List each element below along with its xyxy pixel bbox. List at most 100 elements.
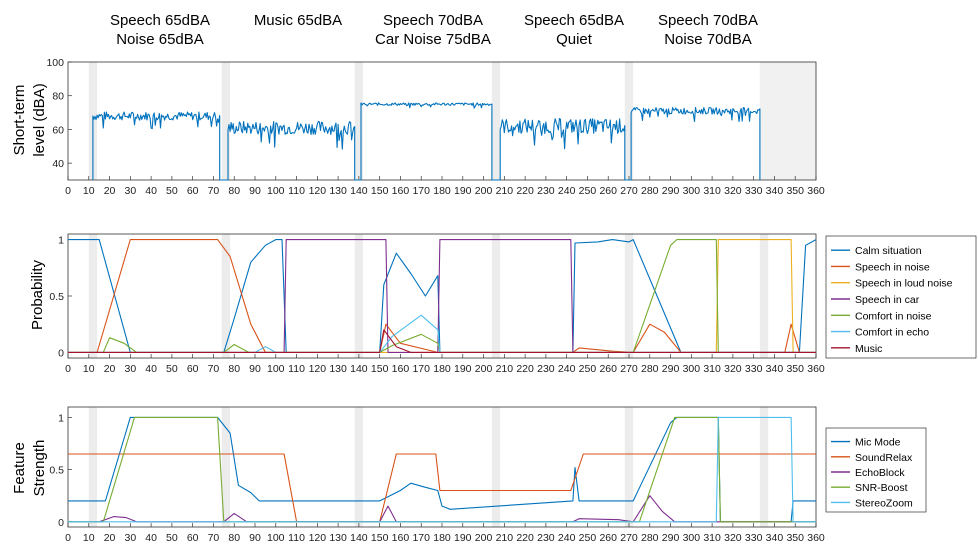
x-tick-label: 0	[65, 532, 71, 544]
x-tick-label: 90	[249, 185, 261, 197]
x-tick-label: 360	[807, 185, 825, 197]
x-tick-label: 280	[641, 185, 659, 197]
x-tick-label: 80	[228, 532, 240, 544]
legend-feature: Mic Mode SoundRelax EchoBlock SNR-Boost Ster…	[825, 427, 927, 513]
x-tick-label: 40	[145, 363, 157, 375]
x-tick-label: 10	[83, 532, 95, 544]
x-tick-label: 220	[516, 363, 534, 375]
x-tick-label: 10	[83, 363, 95, 375]
x-tick-label: 230	[537, 363, 555, 375]
x-tick-label: 290	[662, 185, 680, 197]
panel-1-ylabel-line2: level (dBA)	[31, 83, 48, 156]
x-tick-label: 220	[516, 532, 534, 544]
x-tick-label: 290	[662, 363, 680, 375]
x-tick-label: 70	[208, 185, 220, 197]
x-tick-label: 100	[267, 363, 285, 375]
x-tick-label: 130	[329, 363, 347, 375]
x-tick-label: 320	[724, 185, 742, 197]
x-tick-label: 150	[371, 363, 389, 375]
panels: 0 10 20 30 40 50 60 70 80 90 100 110 120 130 140 150 160…	[46, 57, 977, 544]
segment-2-title-line1: Music 65dBA	[254, 12, 342, 29]
x-tick-label: 250	[579, 363, 597, 375]
plot-frame	[67, 406, 817, 528]
x-tick-label: 40	[145, 185, 157, 197]
x-tick-label: 140	[350, 532, 368, 544]
x-tick-label: 230	[537, 532, 555, 544]
x-tick-label: 180	[433, 363, 451, 375]
x-tick-label: 180	[433, 185, 451, 197]
x-tick-label: 60	[187, 185, 199, 197]
x-tick-label: 140	[350, 363, 368, 375]
series-soundrelax	[68, 453, 816, 523]
transition-band	[354, 407, 364, 527]
transition-band	[624, 62, 634, 180]
x-tick-label: 90	[249, 363, 261, 375]
transition-band	[221, 234, 231, 358]
x-tick-label: 160	[392, 185, 410, 197]
x-tick-label: 350	[786, 363, 804, 375]
plot-frame	[67, 233, 817, 359]
legend-label: Comfort in noise	[855, 310, 932, 322]
transition-band	[624, 407, 634, 527]
segment-titles: Speech 65dBA Noise 65dBA Music 65dBA Spe…	[110, 12, 758, 48]
x-tick-label: 280	[641, 363, 659, 375]
segment-3-title-line2: Car Noise 75dBA	[375, 31, 491, 48]
x-tick-label: 160	[392, 532, 410, 544]
series-speech-in-car	[68, 239, 816, 353]
x-tick-label: 0	[65, 185, 71, 197]
panel-2: 0 10 20 30 40 50 60 70 80 90 100 110 120 130 140 150 160…	[49, 233, 977, 375]
x-tick-label: 70	[208, 532, 220, 544]
x-tick-label: 240	[558, 363, 576, 375]
x-tick-label: 60	[187, 532, 199, 544]
legend-label: SoundRelax	[855, 452, 913, 464]
series-echoblock	[68, 495, 816, 523]
x-tick-label: 150	[371, 532, 389, 544]
y-tick-label: 80	[52, 91, 64, 103]
x-tick-label: 50	[166, 185, 178, 197]
segment-5-title-line1: Speech 70dBA	[658, 12, 758, 29]
series-music	[68, 329, 816, 353]
series-stereozoom	[68, 416, 816, 523]
transition-band	[221, 407, 231, 527]
x-tick-label: 250	[579, 532, 597, 544]
y-tick-label: 60	[52, 124, 64, 136]
legend-probability: Calm situation Speech in noise Speech in l…	[825, 235, 977, 359]
transition-band	[354, 62, 364, 180]
x-tick-label: 120	[309, 532, 327, 544]
x-tick-label: 360	[807, 532, 825, 544]
x-tick-label: 330	[745, 532, 763, 544]
legend-label: Calm situation	[855, 245, 922, 257]
segment-1-title-line2: Noise 65dBA	[116, 31, 204, 48]
transition-band	[221, 62, 231, 180]
x-tick-label: 210	[496, 532, 514, 544]
legend-label: Speech in loud noise	[855, 278, 953, 290]
x-tick-label: 360	[807, 363, 825, 375]
y-tick-label: 0	[58, 347, 64, 359]
y-tick-label: 1	[58, 412, 64, 424]
plot-frame	[67, 61, 817, 181]
x-tick-label: 60	[187, 363, 199, 375]
x-tick-label: 330	[745, 185, 763, 197]
x-tick-label: 170	[412, 363, 430, 375]
legend-label: Comfort in echo	[855, 327, 929, 339]
x-tick-label: 310	[703, 363, 721, 375]
x-tick-label: 180	[433, 532, 451, 544]
x-tick-label: 110	[288, 363, 305, 375]
x-tick-label: 150	[371, 185, 389, 197]
x-tick-label: 210	[496, 185, 514, 197]
x-tick-label: 270	[620, 532, 638, 544]
x-tick-label: 340	[766, 185, 784, 197]
x-tick-label: 280	[641, 532, 659, 544]
x-tick-label: 100	[267, 185, 285, 197]
panel-2-ylabel: Probability	[29, 259, 46, 330]
x-tick-label: 200	[475, 185, 493, 197]
series-speech-in-noise	[68, 239, 816, 353]
segment-1-title-line1: Speech 65dBA	[110, 12, 210, 29]
transition-band	[759, 234, 769, 358]
transition-band	[491, 234, 501, 358]
series-speech-in-loud-noise	[68, 239, 816, 353]
x-tick-label: 310	[703, 532, 721, 544]
legend-label: Speech in car	[855, 294, 920, 306]
segment-4-title-line1: Speech 65dBA	[524, 12, 624, 29]
x-tick-label: 50	[166, 532, 178, 544]
